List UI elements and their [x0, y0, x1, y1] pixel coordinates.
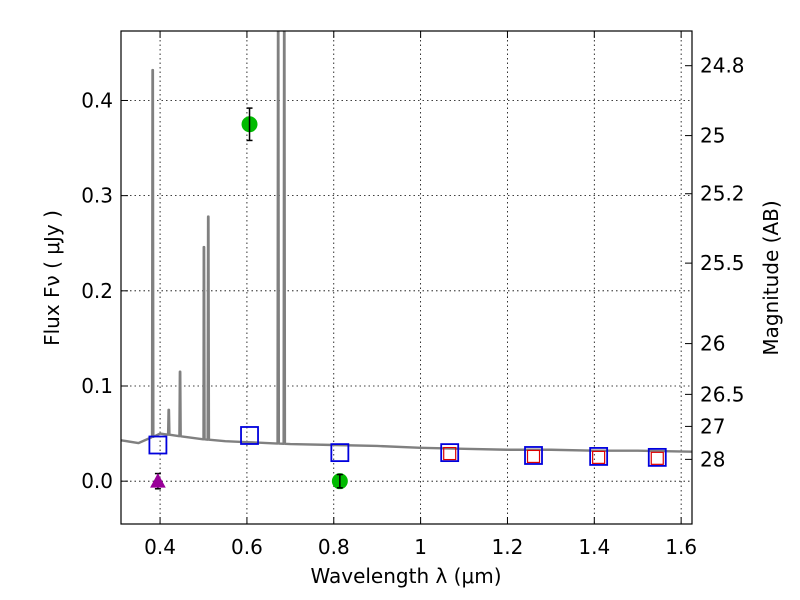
upper-limit-marker: [150, 473, 166, 488]
x-tick-label: 1: [414, 535, 427, 559]
x-tick-label: 1.2: [492, 535, 524, 559]
model-photometry-ir-square: [443, 446, 457, 461]
model-photometry-ir-square: [526, 449, 541, 464]
x-axis-title: Wavelength λ (μm): [310, 564, 501, 588]
magnitude-tick-label: 24.8: [700, 54, 745, 78]
y-tick-label: 0.1: [81, 374, 113, 398]
magnitude-tick-label: 28: [700, 447, 725, 471]
model-photometry-ir-square: [650, 451, 664, 465]
x-tick-label: 1.6: [665, 535, 697, 559]
model-photometry-square: [240, 426, 259, 445]
model-photometry-square: [148, 435, 168, 455]
y-tick-label: 0.0: [81, 469, 113, 493]
x-tick-label: 0.4: [144, 535, 176, 559]
magnitude-tick-label: 26: [700, 332, 725, 356]
magnitude-tick-label: 26.5: [700, 382, 745, 406]
plot-frame: [120, 30, 693, 525]
magnitude-axis-title: Magnitude (AB): [759, 200, 783, 355]
y-tick-label: 0.2: [81, 279, 113, 303]
magnitude-tick-label: 25: [700, 124, 725, 148]
points-layer: [148, 107, 667, 490]
spectrum-layer: [121, 31, 692, 453]
x-tick-label: 0.6: [231, 535, 263, 559]
model-spectrum-line: [121, 31, 692, 453]
model-photometry-square: [589, 447, 609, 466]
model-photometry-square: [440, 443, 460, 463]
x-tick-label: 0.8: [318, 535, 350, 559]
magnitude-tick-label: 27: [700, 414, 725, 438]
y-tick-label: 0.4: [81, 88, 113, 112]
model-photometry-square: [524, 446, 543, 465]
y-tick-label: 0.3: [81, 184, 113, 208]
x-tick-label: 1.4: [578, 535, 610, 559]
magnitude-tick-label: 25.2: [700, 182, 745, 206]
model-photometry-square: [330, 443, 350, 463]
model-photometry-ir-square: [592, 450, 606, 464]
ticks-layer: 0.4 0.6 0.8 1 1.2 1.4 1.6 0.0 0.1 0.2 0.3 0.4 24.8 25…: [81, 31, 745, 559]
model-photometry-square: [647, 447, 667, 467]
magnitude-tick-label: 25.5: [700, 251, 745, 275]
y-axis-title: Flux Fν ( μJy ): [40, 210, 64, 346]
